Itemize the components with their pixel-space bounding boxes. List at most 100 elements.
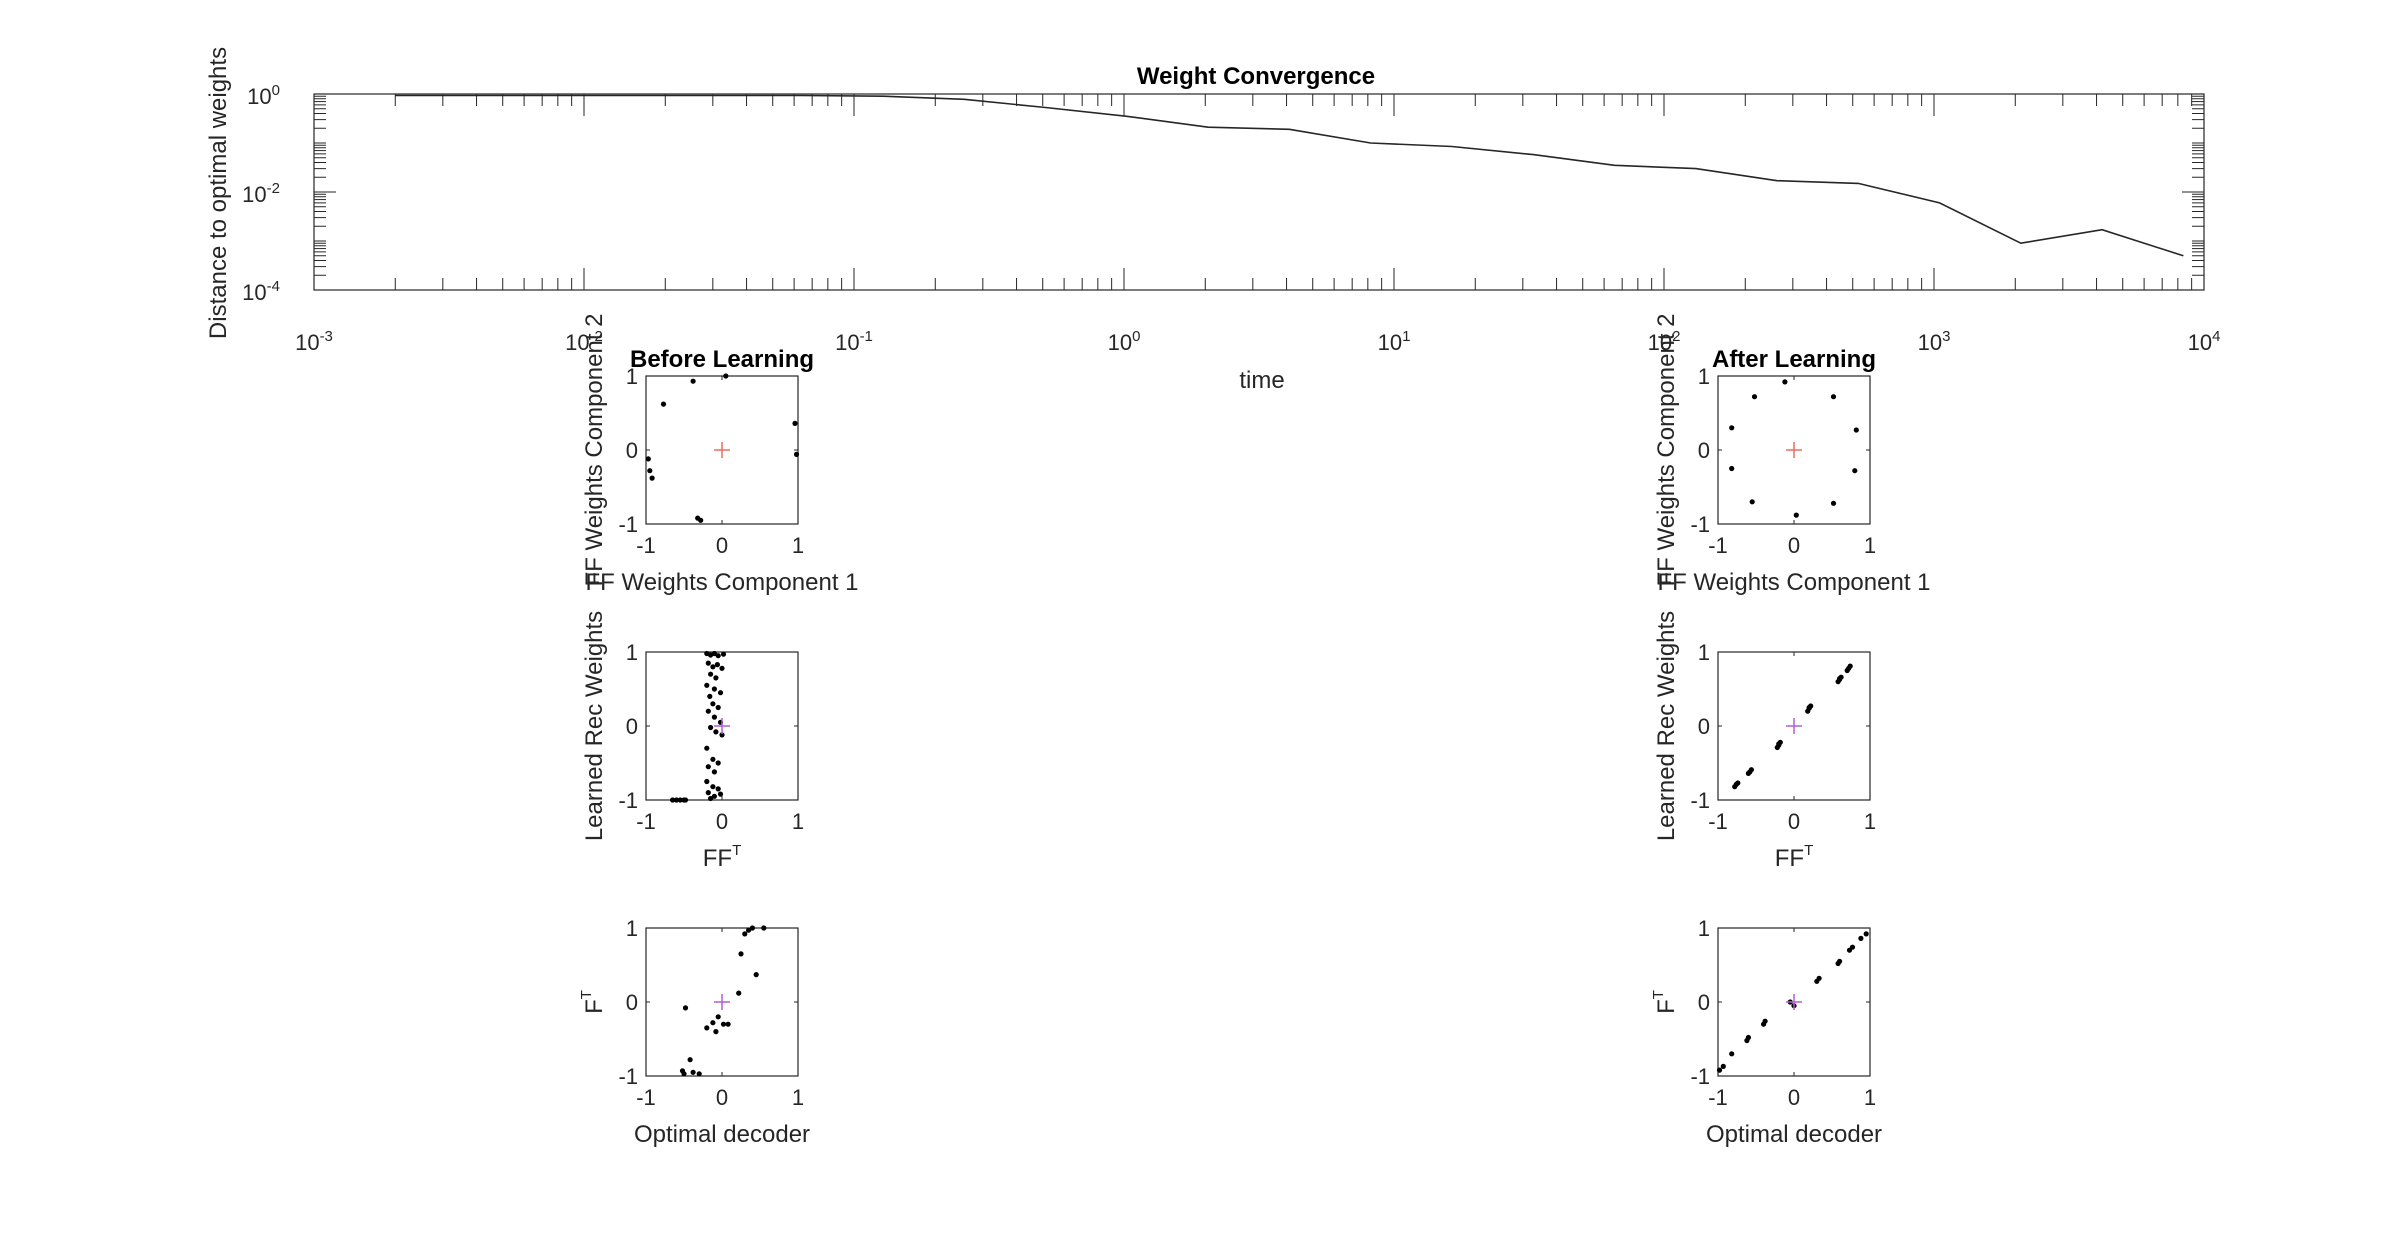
data-point bbox=[1858, 935, 1864, 942]
data-point bbox=[660, 401, 667, 407]
data-point bbox=[720, 651, 727, 657]
data-point bbox=[715, 786, 721, 792]
data-point bbox=[710, 756, 716, 762]
data-point bbox=[690, 378, 696, 384]
data-point bbox=[677, 797, 683, 803]
y-tick-label: 1 bbox=[1698, 916, 1710, 941]
data-point bbox=[713, 1029, 719, 1035]
panel-y-label: FF Weights Component 2 bbox=[1653, 313, 1680, 586]
data-point bbox=[1837, 958, 1843, 964]
data-point bbox=[711, 714, 718, 720]
x-tick-label: 1 bbox=[1864, 1085, 1876, 1110]
data-point bbox=[682, 1005, 689, 1011]
panel-x-label: Optimal decoder bbox=[1706, 1121, 1882, 1148]
data-point bbox=[1837, 676, 1843, 682]
data-point bbox=[719, 732, 725, 738]
x-tick-label: 1 bbox=[792, 809, 804, 834]
data-point bbox=[673, 797, 680, 803]
x-tick-label: 1 bbox=[1864, 809, 1876, 834]
data-point bbox=[761, 925, 767, 931]
y-tick-label: -1 bbox=[1690, 788, 1710, 813]
data-point bbox=[705, 790, 711, 796]
x-tick-label: 0 bbox=[716, 1085, 728, 1110]
data-point bbox=[1751, 394, 1758, 400]
y-tick-label: 1 bbox=[626, 640, 638, 665]
panel-title: Before Learning bbox=[630, 346, 814, 373]
x-tick-label: 102 bbox=[1648, 328, 1681, 355]
x-tick-label: 0 bbox=[1788, 533, 1800, 558]
y-tick-label: 0 bbox=[626, 990, 638, 1015]
data-point bbox=[1748, 767, 1754, 773]
convergence-ticks bbox=[313, 94, 2204, 291]
data-point bbox=[705, 660, 711, 666]
data-point bbox=[710, 701, 716, 707]
data-point bbox=[696, 1071, 702, 1077]
x-tick-label: 1 bbox=[1864, 533, 1876, 558]
data-point bbox=[710, 664, 716, 670]
data-point bbox=[687, 1057, 693, 1063]
panel-x-label: FF Weights Component 1 bbox=[1657, 569, 1930, 596]
data-point bbox=[704, 778, 710, 785]
data-point bbox=[792, 420, 798, 426]
y-tick-label: 10-2 bbox=[242, 180, 280, 207]
y-tick-label: 1 bbox=[626, 364, 638, 389]
x-tick-label: 103 bbox=[1918, 328, 1951, 355]
data-point bbox=[1853, 427, 1859, 433]
x-tick-label: 10-2 bbox=[565, 328, 603, 355]
data-point bbox=[1729, 425, 1735, 431]
data-point bbox=[698, 517, 704, 523]
data-point bbox=[738, 951, 744, 957]
weight-convergence-panel: Weight Convergence 10-3 10-2 10-1 100 101 102… bbox=[205, 47, 2220, 394]
scatter-panel: -1-1 0 0 1 1 Optimal decoder FT bbox=[578, 916, 810, 1148]
data-point bbox=[1806, 704, 1812, 711]
y-tick-label: 1 bbox=[1698, 640, 1710, 665]
data-point bbox=[715, 1014, 721, 1020]
y-tick-label: -1 bbox=[618, 1064, 638, 1089]
y-tick-label: 10-4 bbox=[242, 278, 280, 305]
convergence-series-line bbox=[395, 94, 2184, 257]
panel-y-label: FF Weights Component 2 bbox=[581, 313, 608, 586]
y-tick-label: -1 bbox=[618, 788, 638, 813]
data-point bbox=[1762, 1018, 1768, 1024]
data-point bbox=[707, 693, 713, 700]
panel-x-label: FFT bbox=[1775, 842, 1814, 872]
y-tick-label: 1 bbox=[1698, 364, 1710, 389]
data-point bbox=[647, 468, 653, 474]
data-point bbox=[705, 764, 711, 770]
panel-title: After Learning bbox=[1712, 346, 1876, 373]
data-point bbox=[710, 1020, 716, 1026]
panel-y-label: Learned Rec Weights bbox=[1653, 611, 1680, 841]
y-tick-label: -1 bbox=[1690, 512, 1710, 537]
x-tick-label: -1 bbox=[636, 1085, 656, 1110]
data-point bbox=[1793, 512, 1799, 518]
convergence-x-tick-labels: 10-3 10-2 10-1 100 101 102 103 104 bbox=[295, 328, 2220, 355]
data-point bbox=[717, 690, 724, 696]
x-tick-label: -1 bbox=[1708, 1085, 1728, 1110]
scatter-panel: -1-1 0 0 1 1 Optimal decoder FT bbox=[1650, 916, 1882, 1148]
x-tick-label: 0 bbox=[716, 533, 728, 558]
panel-y-label: Learned Rec Weights bbox=[581, 611, 608, 841]
data-point bbox=[704, 1025, 710, 1031]
y-tick-label: 0 bbox=[1698, 438, 1710, 463]
data-point bbox=[1749, 499, 1755, 505]
data-point bbox=[708, 795, 714, 802]
x-tick-label: 10-3 bbox=[295, 328, 333, 355]
convergence-x-label: time bbox=[1239, 367, 1284, 394]
panel-x-label: Optimal decoder bbox=[634, 1121, 810, 1148]
x-tick-label: 0 bbox=[1788, 809, 1800, 834]
data-point bbox=[723, 373, 729, 379]
x-tick-label: 10-1 bbox=[835, 328, 873, 355]
convergence-y-label: Distance to optimal weights bbox=[205, 47, 232, 339]
scatter-panel: -1-1 0 0 1 1 FFT Learned Rec Weights bbox=[581, 611, 804, 872]
data-point bbox=[711, 686, 718, 692]
data-point bbox=[705, 708, 711, 714]
data-point bbox=[1847, 663, 1853, 669]
data-point bbox=[645, 456, 651, 462]
data-point bbox=[715, 653, 721, 659]
y-tick-label: -1 bbox=[1690, 1064, 1710, 1089]
data-point bbox=[725, 1021, 731, 1027]
data-point bbox=[719, 665, 725, 671]
x-tick-label: 0 bbox=[716, 809, 728, 834]
